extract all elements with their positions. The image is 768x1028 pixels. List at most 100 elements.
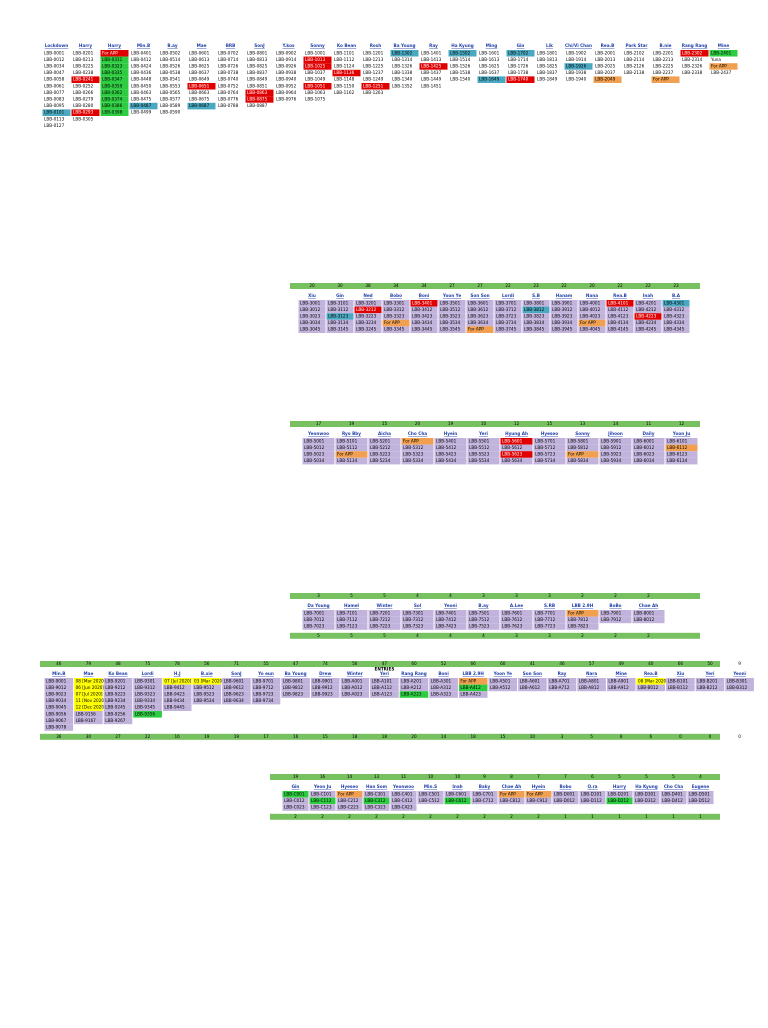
cell-text: LBB-A423	[460, 692, 481, 697]
column-header: Nara	[586, 671, 597, 676]
cell-text: LBB-C612	[446, 798, 467, 803]
cell	[326, 319, 354, 327]
cell-text: LBB-0565	[160, 90, 181, 95]
cell-text: LBB-5512	[469, 445, 490, 450]
column-header: Yeoni	[732, 671, 746, 676]
cell-text: LBB-1001	[305, 50, 326, 55]
cell	[680, 63, 709, 70]
cell-text: LBB-1150	[334, 83, 355, 88]
cell	[518, 684, 547, 692]
cell-text: LBB-1425	[421, 64, 442, 69]
cell	[471, 797, 498, 805]
cell	[419, 83, 448, 90]
cell	[579, 797, 606, 805]
cell-text: LBB-0514	[160, 57, 181, 62]
cell	[632, 457, 665, 465]
column-header: Inah	[452, 784, 462, 789]
cell-text: For APP	[460, 678, 476, 683]
cell-text: LBB-A501	[490, 678, 511, 683]
cell	[162, 704, 192, 711]
cell	[662, 300, 690, 307]
cell-text: LBB-3901	[552, 300, 573, 305]
cell	[434, 451, 467, 458]
cell-text: LBB-D112	[581, 798, 602, 803]
cell	[665, 438, 698, 445]
cell	[158, 96, 187, 103]
cell-text: LBB-1902	[566, 50, 587, 55]
column-header: Baky	[479, 784, 491, 789]
cell-text: LBB-3423	[412, 314, 433, 319]
cell	[533, 451, 566, 458]
cell	[42, 83, 71, 90]
cell-text: LBB-4323	[664, 314, 685, 319]
cell	[651, 69, 680, 77]
column-header: B.ay	[167, 43, 177, 48]
column-header: Mine	[615, 671, 627, 676]
count-label: 14	[441, 734, 447, 739]
cell	[599, 444, 632, 452]
cell	[547, 684, 577, 692]
count-label: 57	[589, 661, 595, 666]
cell-text: LBB-3812	[524, 307, 545, 312]
count-label: 46	[56, 661, 62, 666]
count-label: 18	[352, 734, 358, 739]
count-label: 2	[294, 814, 297, 819]
cell-text: LBB-C023	[284, 805, 305, 810]
cell	[599, 610, 632, 617]
cell-text: LBB-9434	[164, 698, 185, 703]
cell-text: LBB-1849	[537, 77, 558, 82]
cell-text: LBB-0463	[131, 90, 152, 95]
column-header: SonJ	[254, 43, 265, 48]
cell-text: LBB-9445	[164, 705, 185, 710]
cell	[129, 56, 158, 64]
column-header: Harry	[79, 43, 92, 48]
cell-text: LBB-0651	[189, 83, 210, 88]
count-label: 2	[537, 814, 540, 819]
cell	[662, 313, 690, 320]
cell	[332, 76, 361, 83]
cell-text: LBB-2138	[624, 70, 645, 75]
column-header: Bobo	[560, 784, 572, 789]
cell-text: LBB-0475	[131, 97, 152, 102]
column-header: Lordi	[502, 293, 515, 298]
cell	[636, 684, 666, 692]
cell-text: LBB-C012	[284, 798, 305, 803]
cell-text: LBB-A323	[431, 692, 452, 697]
cell-text: LBB-1451	[421, 83, 442, 88]
cell-text: LBB-6023	[634, 452, 655, 457]
cell	[340, 678, 370, 685]
cell-text: LBB-2201	[653, 50, 674, 55]
column-header: Mae	[197, 43, 207, 48]
cell	[578, 326, 606, 333]
cell-text: LBB-1302	[392, 50, 413, 55]
count-label: 66	[471, 661, 477, 666]
cell-text: LBB-0412	[131, 57, 152, 62]
cell-text: LBB-9623	[224, 692, 245, 697]
cell-text: LBB-9001	[46, 678, 67, 683]
cell-text: LBB-2049	[595, 77, 616, 82]
column-header: B.ay	[478, 603, 488, 608]
cell	[74, 697, 103, 705]
cell-text: LBB-2437	[711, 70, 732, 75]
column-header: Ko Bean	[337, 43, 356, 48]
cell-text: LBB-0061	[44, 83, 65, 88]
count-label: 22	[145, 734, 151, 739]
cell	[158, 83, 187, 90]
cell	[332, 69, 361, 77]
cell-text: LBB-4134	[608, 320, 629, 325]
cell-text: LBB-C101	[311, 791, 332, 796]
cell	[162, 697, 192, 705]
cell-text: LBB-6112	[667, 445, 688, 450]
cell-text: LBB-0851	[247, 83, 268, 88]
count-label: 1	[591, 814, 594, 819]
count-label: 0	[679, 734, 682, 739]
cell	[578, 306, 606, 314]
count-label: 3	[515, 633, 518, 638]
column-header: Lockdown	[45, 43, 69, 48]
cell-text: LBB-2314	[682, 57, 703, 62]
cell-text: LBB-A512	[490, 685, 511, 690]
cell	[274, 69, 303, 77]
cell-text: LBB-9634	[224, 698, 245, 703]
cell-text: LBB-4345	[664, 327, 685, 332]
count-label: 5	[590, 734, 593, 739]
